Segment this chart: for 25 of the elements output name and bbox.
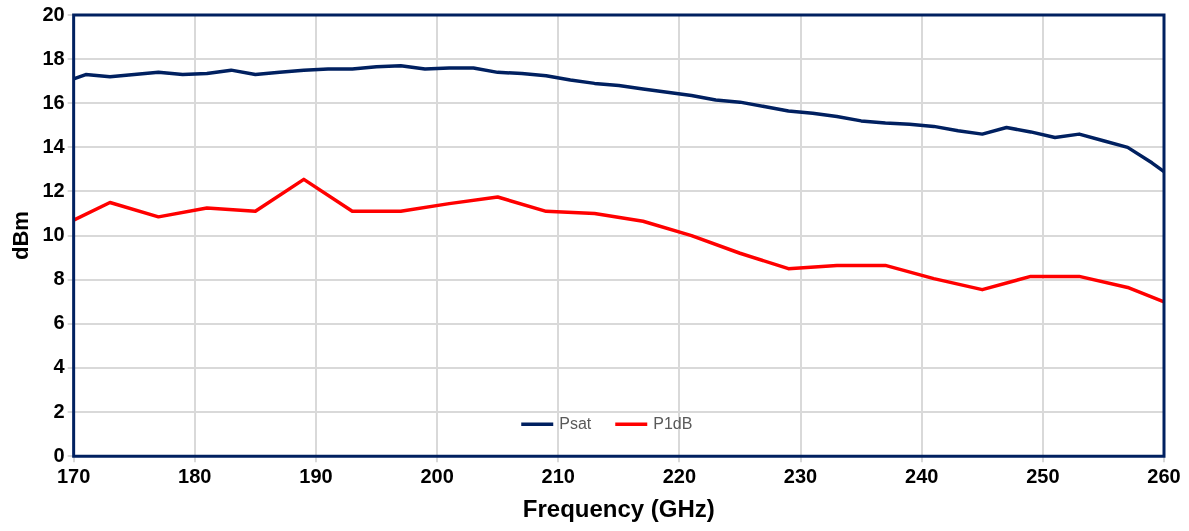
y-tick-label: 6: [53, 311, 65, 334]
y-tick-label: 0: [53, 443, 65, 466]
x-tick-label: 210: [541, 464, 575, 487]
legend-label: Psat: [559, 414, 592, 432]
x-tick-label: 250: [1026, 464, 1060, 487]
x-tick-label: 200: [420, 464, 454, 487]
x-tick-label: 170: [56, 464, 91, 487]
y-tick-label: 14: [42, 134, 66, 157]
x-tick-label: 180: [178, 464, 212, 487]
x-tick-label: 220: [662, 464, 697, 487]
y-tick-label: 12: [42, 179, 65, 201]
y-tick-label: 4: [53, 355, 66, 378]
x-axis-title: Frequency (GHz): [522, 495, 715, 523]
y-tick-label: 10: [42, 223, 65, 246]
x-tick-label: 190: [299, 464, 333, 487]
y-tick-label: 2: [53, 399, 65, 422]
y-tick-label: 8: [53, 267, 65, 290]
y-tick-label: 16: [42, 90, 65, 113]
x-tick-label: 230: [783, 464, 818, 487]
x-tick-label: 260: [1147, 464, 1181, 487]
y-tick-label: 20: [42, 2, 65, 25]
x-tick-label: 240: [905, 464, 939, 487]
legend-label: P1dB: [653, 414, 693, 432]
y-axis-title: dBm: [8, 211, 34, 261]
y-tick-label: 18: [42, 46, 65, 69]
